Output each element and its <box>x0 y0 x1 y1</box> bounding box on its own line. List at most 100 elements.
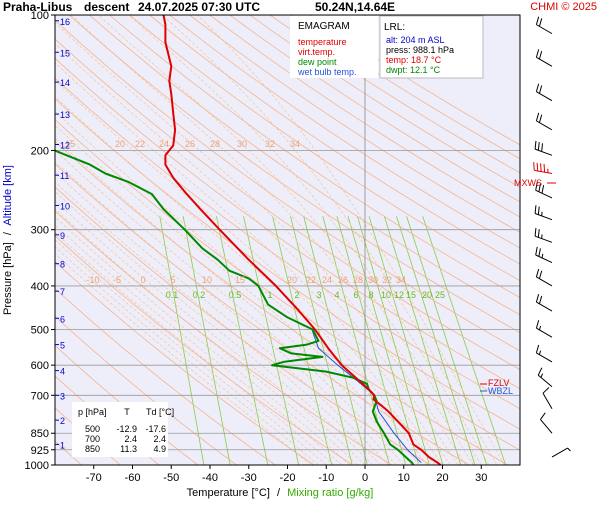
wind-barb <box>536 247 552 263</box>
table-cell: -12.9 <box>116 424 137 434</box>
pressure-tick-label: 400 <box>31 281 49 293</box>
altitude-tick-label: 8 <box>60 260 65 270</box>
pressure-tick-label: 1000 <box>25 460 49 472</box>
wind-barb <box>540 413 552 433</box>
lrl-press: press: 988.1 hPa <box>386 45 454 55</box>
mixing-ratio-label: 0.5 <box>229 290 242 300</box>
summary-table: p [hPa] T Td [°C] 500 -12.9 -17.6 700 2.… <box>72 402 174 457</box>
mixing-ratio-label: 4 <box>334 290 339 300</box>
dry-adiabat-label: 34 <box>290 139 300 149</box>
x-axis-mixing-label: Mixing ratio [g/kg] <box>287 487 373 499</box>
dry-adiabat-label: 26 <box>185 139 195 149</box>
moist-adiabat-label: 5 <box>170 275 175 285</box>
y-axis-altitude-label: Altitude [km] <box>2 165 14 226</box>
mixing-ratio-label: 10 <box>381 290 391 300</box>
legend-virt-temp: virt.temp. <box>298 47 335 57</box>
wind-barb <box>536 320 552 337</box>
dry-adiabat-label: 28 <box>210 139 220 149</box>
wind-barb <box>536 49 552 66</box>
legend-temperature: temperature <box>298 37 347 47</box>
mixing-ratio-label: 1 <box>267 290 272 300</box>
temperature-tick-label: -10 <box>318 472 334 484</box>
moist-adiabat-label: 24 <box>322 275 332 285</box>
table-cell: -17.6 <box>145 424 166 434</box>
wind-barb <box>538 368 552 387</box>
mixing-ratio-label: 0.1 <box>166 290 179 300</box>
temperature-tick-label: 10 <box>398 472 410 484</box>
y-axis-sep: / <box>2 231 14 235</box>
legend-wet-bulb: wet bulb temp. <box>297 67 357 77</box>
table-cell: 2.4 <box>124 434 137 444</box>
wind-barb <box>536 269 552 286</box>
y-axis-title: Pressure [hPa] / Altitude [km] <box>2 165 14 315</box>
dry-adiabat-label: 20 <box>115 139 125 149</box>
pressure-tick-label: 700 <box>31 390 49 402</box>
dry-adiabat-label: 30 <box>237 139 247 149</box>
pressure-tick-label: 300 <box>31 225 49 237</box>
wind-barb <box>536 84 552 101</box>
pressure-tick-label: 925 <box>31 445 49 457</box>
table-cell: 11.3 <box>120 444 137 454</box>
altitude-tick-label: 7 <box>60 287 65 297</box>
temperature-tick-label: -20 <box>280 472 296 484</box>
table-row: 500 -12.9 -17.6 <box>85 424 166 434</box>
pressure-tick-label: 850 <box>31 428 49 440</box>
table-header-td: Td [°C] <box>146 407 174 417</box>
wind-barb <box>535 141 552 155</box>
moist-adiabat-label: 0 <box>140 275 145 285</box>
wind-barb <box>543 387 552 408</box>
wind-barb <box>535 205 552 219</box>
mixing-ratio-label: 6 <box>353 290 358 300</box>
pressure-tick-label: 200 <box>31 145 49 157</box>
altitude-tick-label: 9 <box>60 231 65 241</box>
temperature-tick-label: -30 <box>241 472 257 484</box>
altitude-tick-label: 11 <box>60 171 69 181</box>
table-row: 700 2.4 2.4 <box>85 434 166 444</box>
temperature-tick-label: 30 <box>475 472 487 484</box>
moist-adiabat-label: 26 <box>338 275 348 285</box>
table-cell: 2.4 <box>153 434 166 444</box>
moist-adiabat-label: 10 <box>202 275 212 285</box>
altitude-tick-label: 14 <box>60 78 70 88</box>
altitude-tick-label: 6 <box>60 314 65 324</box>
moist-adiabat-label: 30 <box>368 275 378 285</box>
altitude-tick-label: 13 <box>60 110 70 120</box>
wind-barbs <box>534 17 571 457</box>
altitude-tick-label: 4 <box>60 367 65 377</box>
y-axis-pressure-label: Pressure [hPa] <box>2 242 14 315</box>
pressure-tick-label: 100 <box>31 10 49 22</box>
dry-adiabat-label: 22 <box>135 139 145 149</box>
mixing-ratio-label: 8 <box>368 290 373 300</box>
altitude-tick-label: 3 <box>60 391 65 401</box>
x-axis-sep: / <box>277 487 281 499</box>
sounding-datetime: 24.07.2025 07:30 UTC <box>138 0 260 14</box>
moist-adiabat-label: 15 <box>235 275 245 285</box>
altitude-tick-label: 10 <box>60 201 70 211</box>
svg-text:Pressure [hPa] / A: Pressure [hPa] / Altitude [km] <box>2 165 14 315</box>
lrl-title: LRL: <box>384 22 405 33</box>
moist-adiabat-label: 28 <box>353 275 363 285</box>
legend-title: EMAGRAM <box>298 21 350 32</box>
wbzl-label: WBZL <box>488 386 513 396</box>
temperature-tick-label: -40 <box>202 472 218 484</box>
x-axis-temp-label: Temperature [°C] <box>187 487 270 499</box>
svg-text:Temperature [°C] /: Temperature [°C] / Mixing ratio [g/kg] <box>187 487 374 499</box>
table-cell: 500 <box>85 424 100 434</box>
moist-adiabat-label: 22 <box>306 275 316 285</box>
table-cell: 850 <box>85 444 100 454</box>
sounding-mode: descent <box>84 0 129 14</box>
wind-barb <box>536 113 552 130</box>
mixing-ratio-label: 3 <box>316 290 321 300</box>
moist-adiabat-label: -5 <box>113 275 121 285</box>
altitude-tick-label: 1 <box>60 440 65 450</box>
altitude-tick-label: 2 <box>60 416 65 426</box>
dry-adiabat-label: 24 <box>159 139 169 149</box>
mixing-ratio-label: 20 <box>422 290 432 300</box>
legend-dew-point: dew point <box>298 57 337 67</box>
temperature-tick-label: 20 <box>436 472 448 484</box>
altitude-tick-label: 5 <box>60 341 65 351</box>
lrl-info-box: LRL: alt: 204 m ASL press: 988.1 hPa tem… <box>380 16 483 78</box>
table-row: 850 11.3 4.9 <box>85 444 166 454</box>
table-cell: 4.9 <box>153 444 166 454</box>
